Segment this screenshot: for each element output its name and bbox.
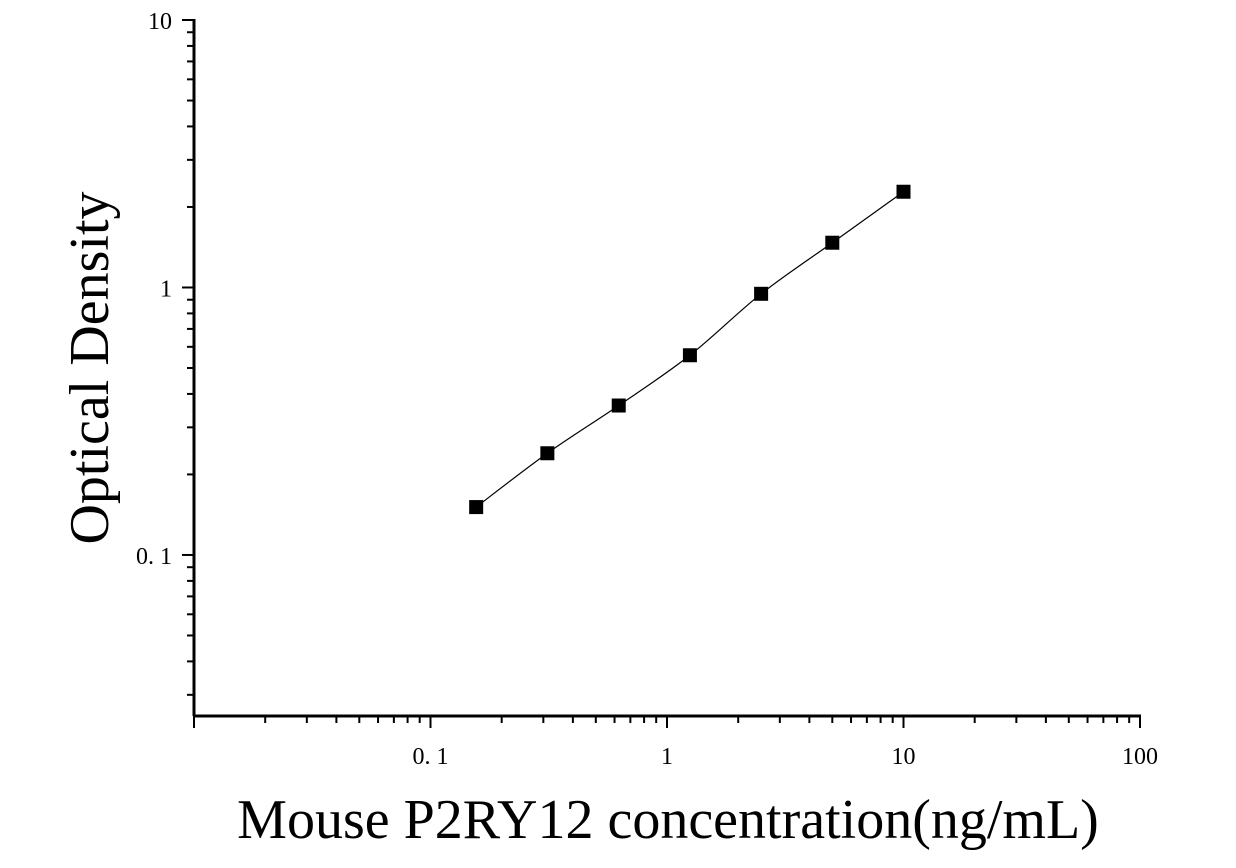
axes [192, 19, 1141, 718]
y-tick-label: 1 [160, 276, 172, 302]
data-point-marker [896, 184, 911, 199]
data-points [469, 184, 911, 515]
data-point-marker [754, 286, 769, 301]
data-point-marker [825, 235, 840, 250]
ticks: 0. 1 1 10 100 0. 1 1 10 [136, 9, 1158, 770]
x-tick-label: 0. 1 [413, 744, 449, 770]
data-point-marker [540, 446, 555, 461]
y-axis-title: Optical Density [59, 191, 121, 544]
y-tick-label: 10 [148, 9, 172, 35]
x-axis-title: Mouse P2RY12 concentration(ng/mL) [237, 789, 1099, 851]
x-tick-label: 1 [661, 744, 673, 770]
y-tick-label: 0. 1 [136, 544, 172, 570]
x-tick-label: 100 [1122, 744, 1158, 770]
x-tick-label: 10 [892, 744, 916, 770]
data-point-marker [469, 500, 484, 515]
data-point-marker [611, 398, 626, 413]
data-point-marker [682, 348, 697, 363]
